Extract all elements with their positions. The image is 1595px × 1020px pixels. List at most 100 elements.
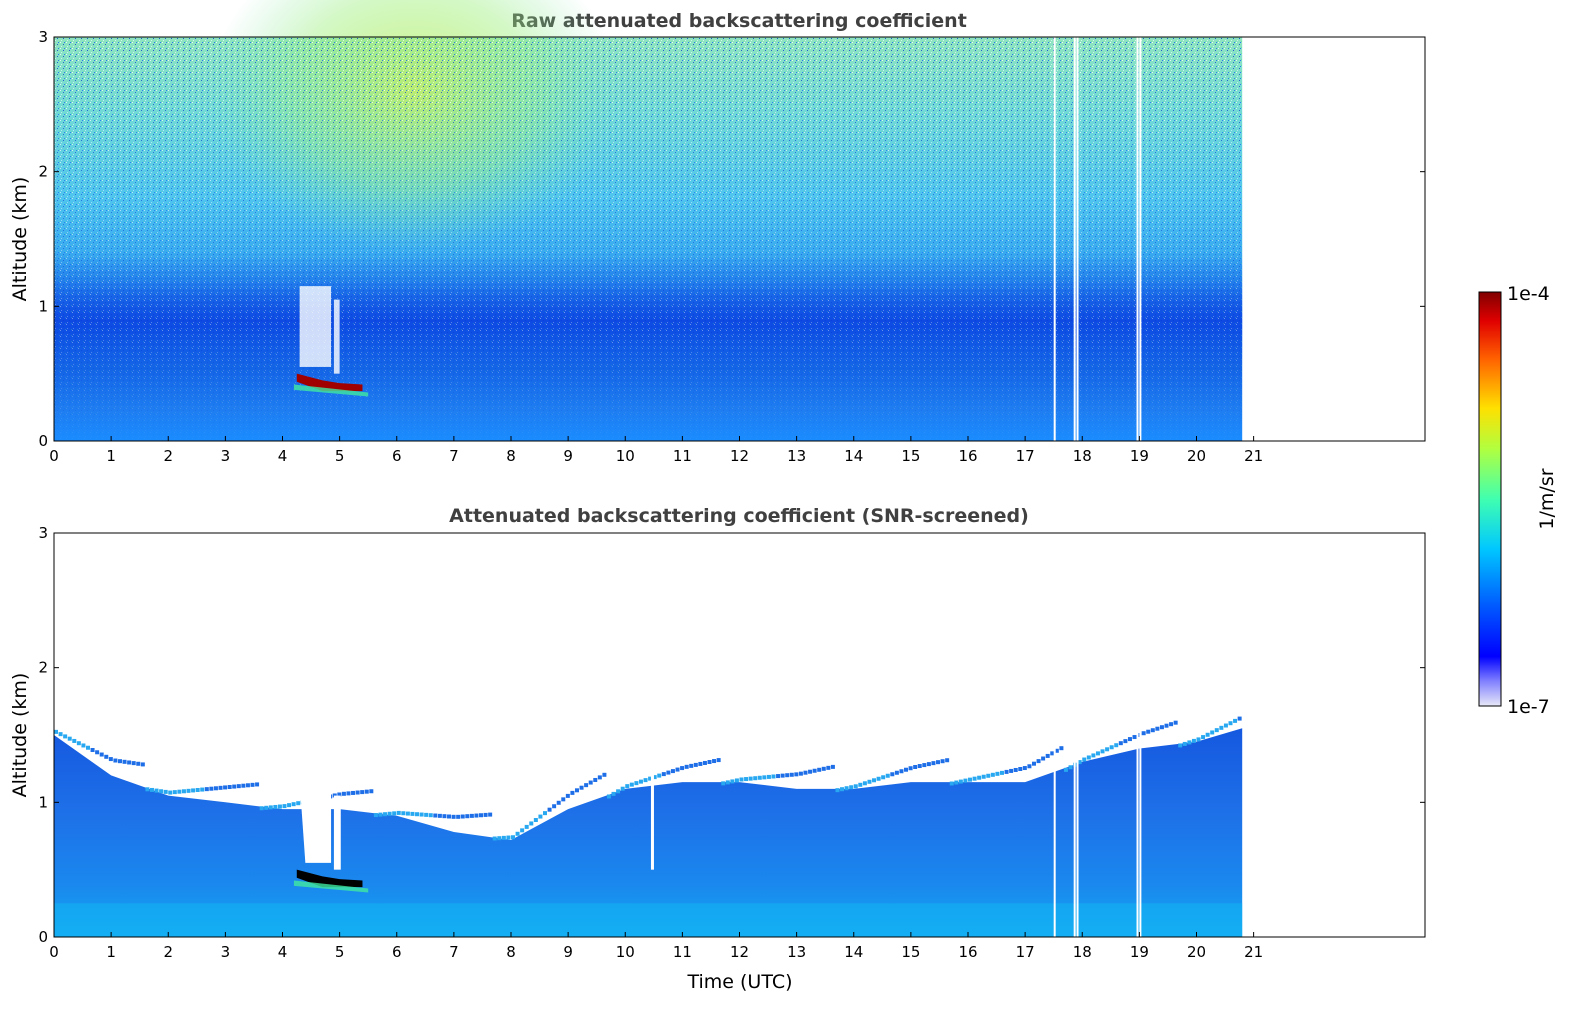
panel2-edge-pixel — [830, 764, 835, 769]
panel2-edge-pixel — [867, 779, 872, 784]
panel2-edge-pixel — [968, 777, 972, 782]
panel2-edge-pixel — [58, 732, 63, 737]
panel2-edge-pixel — [213, 786, 218, 791]
panel2-edge-pixel — [542, 811, 547, 816]
panel2-edge-pixel — [1141, 731, 1146, 736]
panel2-edge-pixel — [497, 836, 502, 841]
panel2-edge-pixel — [753, 776, 758, 781]
panel2-edge-pixel — [803, 770, 808, 775]
panel1-ytick-label: 3 — [38, 28, 48, 46]
panel1-xtick-label: 17 — [1016, 447, 1035, 465]
panel2-edge-pixel — [437, 813, 442, 818]
panel2-edge-pixel — [657, 773, 662, 778]
panel2-edge-pixel — [1009, 768, 1014, 773]
panel2-edge-pixel — [853, 784, 858, 789]
panel2-edge-pixel — [396, 810, 401, 815]
panel2-edge-pixel — [602, 772, 607, 777]
panel2-edge-pixel — [620, 786, 625, 791]
colorbar-min-label: 1e-7 — [1507, 696, 1550, 718]
panel2-edge-pixel — [579, 785, 584, 790]
panel2-edge-pixel — [926, 762, 931, 767]
panel2-edge-pixel — [378, 812, 383, 817]
panel2-xtick-label: 12 — [730, 943, 749, 961]
panel2-surface-layer — [54, 903, 1243, 937]
panel2-edge-pixel — [332, 793, 337, 798]
panel2-edge-pixel — [99, 752, 104, 757]
panel1-xtick-label: 2 — [163, 447, 173, 465]
panel2-edge-pixel — [1187, 740, 1192, 745]
panel2-edge-pixel — [597, 775, 602, 780]
panel2-title: Attenuated backscattering coefficient (S… — [449, 505, 1029, 527]
panel2-edge-pixel — [277, 804, 282, 809]
panel2-edge-pixel — [533, 818, 538, 823]
panel2-edge-pixel — [1137, 732, 1142, 737]
panel2-xtick-label: 19 — [1130, 943, 1149, 961]
panel2-xtick-label: 3 — [221, 943, 231, 961]
panel2-edge-pixel — [561, 797, 566, 802]
panel2-edge-pixel — [451, 814, 456, 819]
panel2-edge-pixel — [113, 758, 118, 763]
panel2-edge-pixel — [273, 804, 278, 809]
panel1-xtick-label: 3 — [221, 447, 231, 465]
panel2-edge-pixel — [351, 790, 356, 795]
panel2-edge-pixel — [1146, 729, 1151, 734]
panel2-edge-pixel — [913, 764, 918, 769]
panel2-edge-pixel — [1091, 753, 1096, 758]
panel2-edge-pixel — [1123, 739, 1128, 744]
panel2-data-gap — [1076, 533, 1079, 937]
panel2-edge-pixel — [840, 787, 845, 792]
panel2-edge-pixel — [401, 811, 406, 816]
panel2-edge-pixel — [236, 784, 241, 789]
panel2-edge-pixel — [945, 758, 950, 763]
panel1-title: Raw attenuated backscattering coefficien… — [511, 10, 967, 32]
panel2-xtick-label: 5 — [335, 943, 345, 961]
panel2-edge-pixel — [1201, 735, 1206, 740]
panel2-edge-pixel — [1114, 743, 1119, 748]
panel1-xtick-label: 8 — [506, 447, 516, 465]
panel2-edge-pixel — [1041, 756, 1046, 761]
panel2-edge-pixel — [520, 828, 525, 833]
panel2-data-gap — [1136, 533, 1139, 937]
panel2-edge-pixel — [1109, 745, 1114, 750]
panel2-edge-pixel — [1237, 716, 1242, 721]
panel2-edge-pixel — [1214, 728, 1219, 733]
panel1-xtick-label: 13 — [787, 447, 806, 465]
panel2-edge-pixel — [1191, 738, 1196, 743]
panel2-edge-pixel — [1105, 747, 1110, 752]
panel2-edge-pixel — [574, 788, 579, 793]
panel1-data-gap — [1073, 37, 1076, 441]
panel2-xtick-label: 1 — [106, 943, 116, 961]
panel2-edge-pixel — [54, 729, 58, 734]
panel2-edge-pixel — [999, 770, 1004, 775]
panel2-edge-pixel — [76, 741, 81, 746]
colorbar: 1e-4 1e-7 1/m/sr — [1478, 283, 1558, 718]
panel2-edge-pixel — [670, 769, 675, 774]
panel2-edge-pixel — [835, 788, 840, 793]
panel1-xtick-label: 19 — [1130, 447, 1149, 465]
panel1-xtick-label: 21 — [1244, 447, 1263, 465]
panel2-edge-pixel — [1182, 741, 1187, 746]
panel2-edge-pixel — [1054, 748, 1059, 753]
panel2-edge-pixel — [122, 759, 127, 764]
panel2-edge-pixel — [392, 811, 397, 816]
panel2-edge-pixel — [954, 780, 959, 785]
panel2-edge-pixel — [689, 763, 694, 768]
panel2-edge-pixel — [1086, 755, 1091, 760]
panel2-cloud-shadow — [299, 782, 332, 863]
panel2-edge-pixel — [200, 787, 205, 792]
panel2-xtick-label: 17 — [1016, 943, 1035, 961]
panel2-edge-pixel — [780, 773, 785, 778]
panel1-ytick-label: 0 — [38, 432, 48, 450]
panel2-edge-pixel — [360, 790, 365, 795]
panel2-edge-pixel — [501, 835, 506, 840]
panel2-edge-pixel — [885, 773, 890, 778]
panel1-xtick-label: 0 — [49, 447, 59, 465]
panel2-edge-pixel — [424, 812, 429, 817]
panel2-edge-pixel — [163, 789, 168, 794]
panel2-edge-pixel — [789, 772, 794, 777]
panel1-data-gap — [1076, 37, 1079, 441]
panel2-edge-pixel — [1178, 743, 1183, 748]
panel2-edge-pixel — [90, 748, 95, 753]
panel1-data-gap — [1136, 37, 1139, 441]
panel2-edge-pixel — [85, 745, 90, 750]
